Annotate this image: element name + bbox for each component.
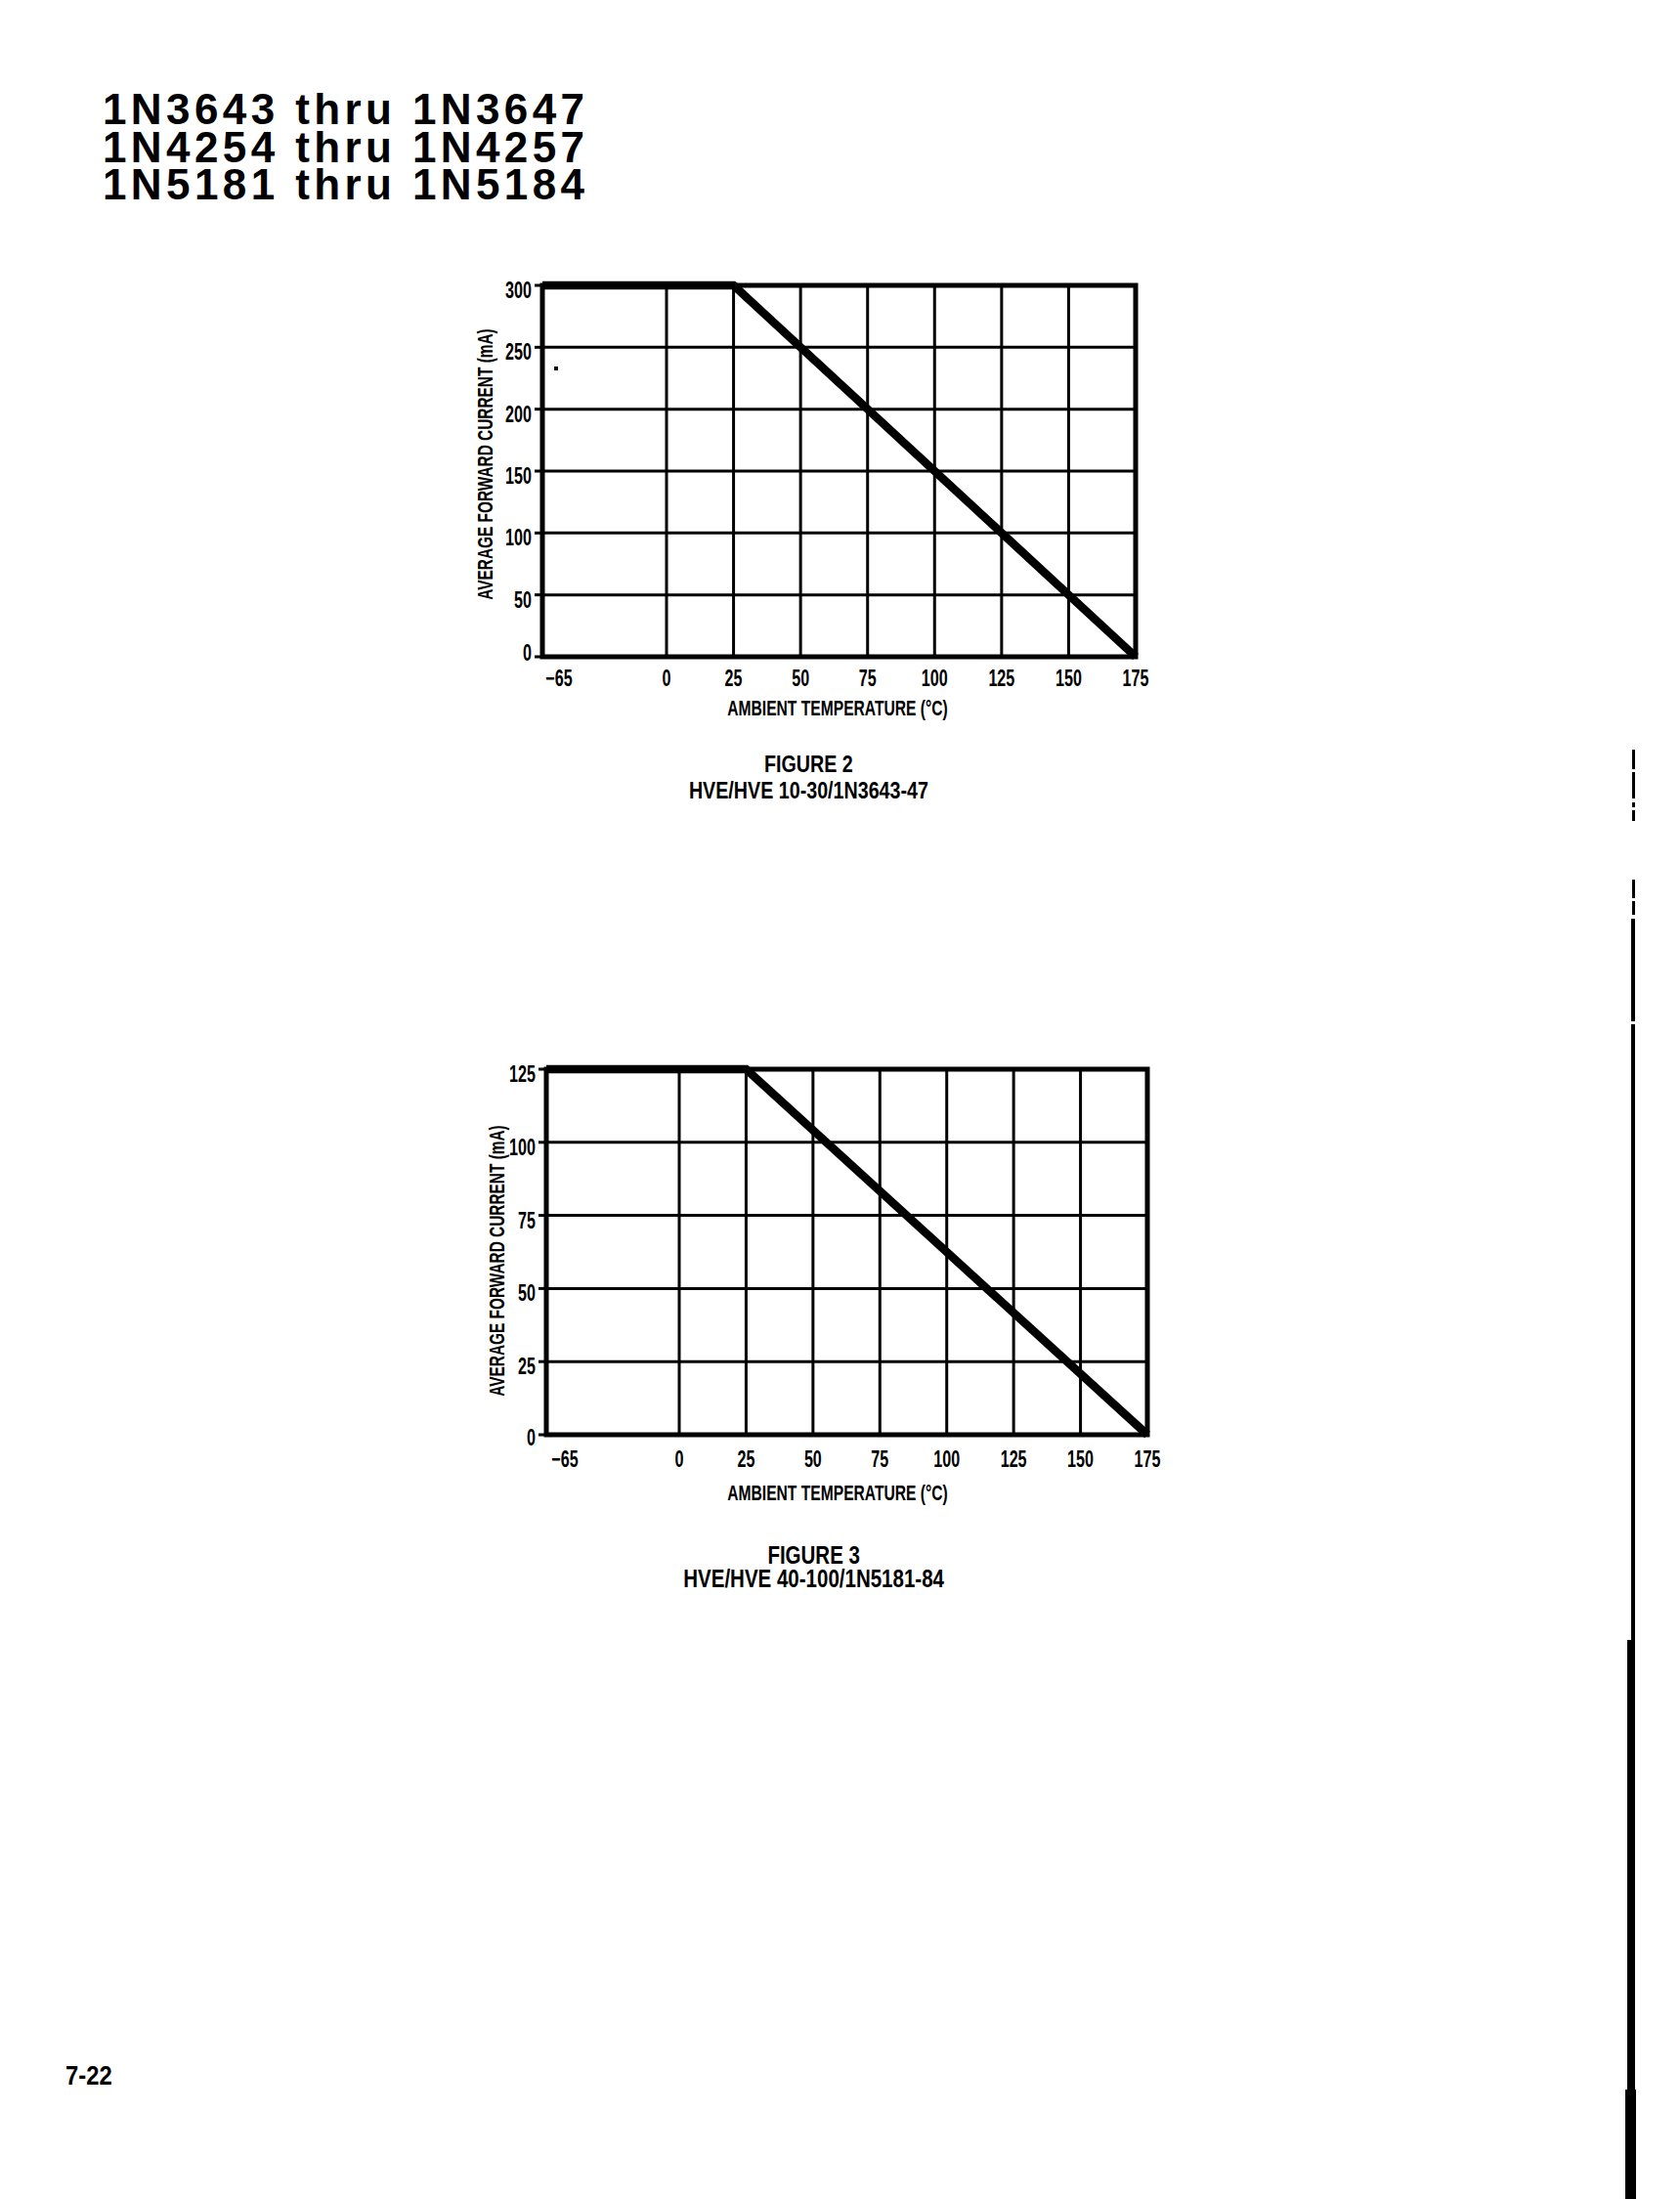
x-tick-label: 150	[1067, 1446, 1094, 1472]
series-max-average-forward-current	[546, 1069, 1147, 1435]
scan-artifact-edge	[1632, 880, 1635, 898]
y-tick-label: 100	[509, 1135, 536, 1160]
scan-artifact-edge	[1625, 2090, 1636, 2199]
figure2-subtitle: HVE/HVE 10-30/1N3643-47	[688, 777, 927, 803]
x-tick-label: 25	[737, 1446, 754, 1472]
y-tick-label: 50	[518, 1280, 536, 1306]
scan-artifact-edge	[1632, 772, 1635, 798]
x-axis-title: AMBIENT TEMPERATURE (°C)	[727, 1481, 948, 1505]
x-tick-label: 175	[1135, 1446, 1161, 1472]
y-tick-label: 125	[509, 1061, 536, 1087]
figure3-subtitle: HVE/HVE 40-100/1N5181-84	[684, 1567, 945, 1590]
x-tick-label: 100	[933, 1446, 960, 1472]
scan-artifact-edge	[1632, 810, 1635, 821]
figure2-label: FIGURE 2	[764, 751, 853, 777]
scan-artifact-edge	[1627, 1640, 1635, 2090]
scan-artifact-edge	[1632, 750, 1635, 769]
y-tick-label: 25	[518, 1354, 536, 1379]
datasheet-page: 1N3643 thru 1N36471N4254 thru 1N42571N51…	[0, 0, 1680, 2199]
figure3-derating-chart: 0 25 50 75 100 125 −65 0 25 50 75 100 125 150 175 AMBIE…	[0, 0, 1680, 2199]
figure3-caption: FIGURE 3 HVE/HVE 40-100/1N5181-84	[472, 1543, 1156, 1590]
x-tick-label: 50	[804, 1446, 822, 1472]
scan-artifact-dot	[554, 366, 558, 370]
x-tick-label: −65	[551, 1446, 578, 1472]
y-tick-label: 75	[518, 1208, 536, 1233]
y-axis-title: AVERAGE FORWARD CURRENT (mA)	[485, 1125, 509, 1397]
y-tick-label: 0	[527, 1425, 536, 1450]
page-number: 7-22	[65, 2060, 112, 2091]
x-tick-label: 125	[1001, 1446, 1027, 1472]
scan-artifact-edge	[1632, 901, 1635, 915]
scan-artifact-edge	[1631, 1024, 1635, 1640]
x-tick-label: 75	[871, 1446, 888, 1472]
figure2-caption: FIGURE 2 HVE/HVE 10-30/1N3643-47	[466, 751, 1150, 803]
plot-border	[546, 1069, 1147, 1435]
figure3-label: FIGURE 3	[768, 1543, 861, 1567]
scan-artifact-edge	[1632, 802, 1635, 807]
scan-artifact-edge	[1631, 919, 1635, 1021]
x-tick-label: 0	[675, 1446, 684, 1472]
